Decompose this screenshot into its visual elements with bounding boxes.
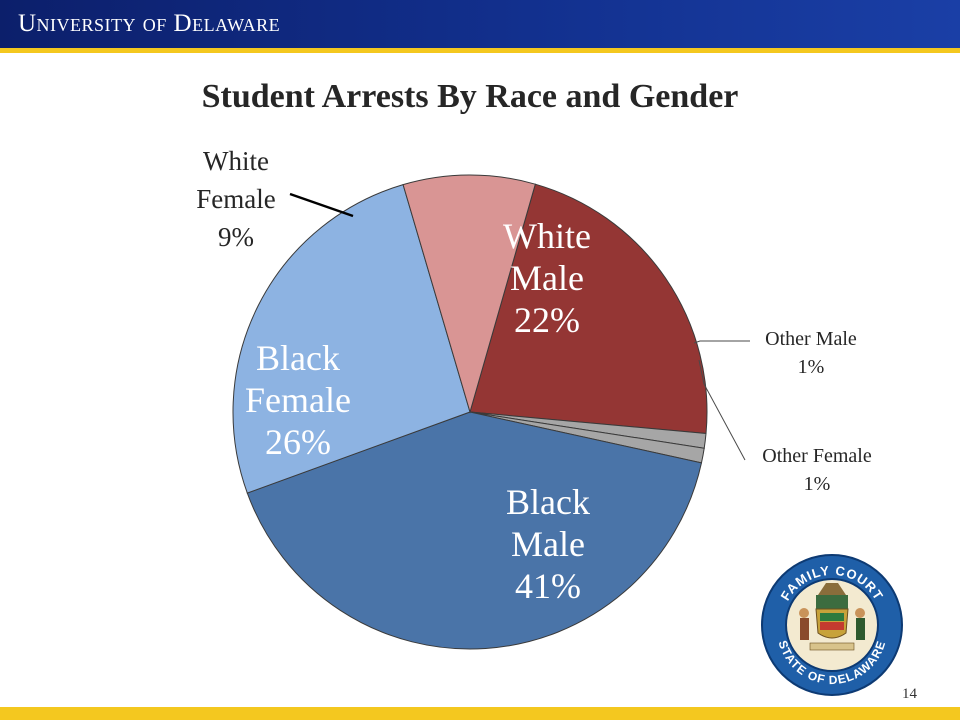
slice-value-white-male: 22% [514, 300, 580, 340]
leader-line-other-female [698, 359, 746, 461]
slice-name-white-female: Female [196, 184, 275, 214]
slice-labels: White Male 22% Other Male 1%Other Female 1%Bl… [196, 146, 872, 606]
slice-name-black-female: Female [245, 380, 351, 420]
university-logo: University of Delaware [18, 10, 281, 37]
footer-gold-stripe [0, 707, 960, 720]
pie-slices [232, 174, 708, 650]
page-number: 14 [902, 686, 917, 702]
pie-slice-black-female [232, 184, 471, 494]
pie-slice-black-male [246, 411, 703, 650]
pie-slice-white-female [402, 174, 536, 414]
slice-name-other-female: Other Female [762, 445, 872, 467]
pie-slice-white-male [469, 183, 708, 435]
leader-lines [289, 192, 750, 461]
slice-value-other-female: 1% [804, 473, 831, 495]
header-band [0, 0, 960, 48]
slice-name-black-male: Black [506, 482, 590, 522]
seal-emblem [799, 583, 865, 651]
slice-name-black-male: Male [511, 524, 585, 564]
slice-label-black-female: Black Female 26% [245, 338, 351, 462]
slice-label-black-male: Black Male 41% [506, 482, 590, 606]
slice-value-white-female: 9% [218, 222, 254, 252]
slice-name-black-female: Black [256, 338, 340, 378]
slice-value-black-female: 26% [265, 422, 331, 462]
slice-name-white-female: White [203, 146, 269, 176]
header-gold-stripe [0, 48, 960, 53]
slice-value-other-male: 1% [798, 356, 825, 378]
slice-name-other-male: Other Male [765, 328, 857, 350]
leader-line-other-male [693, 340, 750, 344]
slice-label-other-female: Other Female 1% [762, 445, 872, 495]
slice-name-white-male: Male [510, 258, 584, 298]
slice-name-white-male: White [503, 216, 591, 256]
slice-label-white-female: White Female 9% [196, 146, 275, 252]
leader-line-white-female [289, 192, 354, 218]
family-court-seal: FAMILY COURT STATE OF DELAWARE [761, 554, 903, 696]
slice-label-white-male: White Male 22% [503, 216, 591, 340]
chart-title: Student Arrests By Race and Gender [201, 78, 739, 115]
slice-value-black-male: 41% [515, 566, 581, 606]
slice-label-other-male: Other Male 1% [765, 328, 857, 378]
